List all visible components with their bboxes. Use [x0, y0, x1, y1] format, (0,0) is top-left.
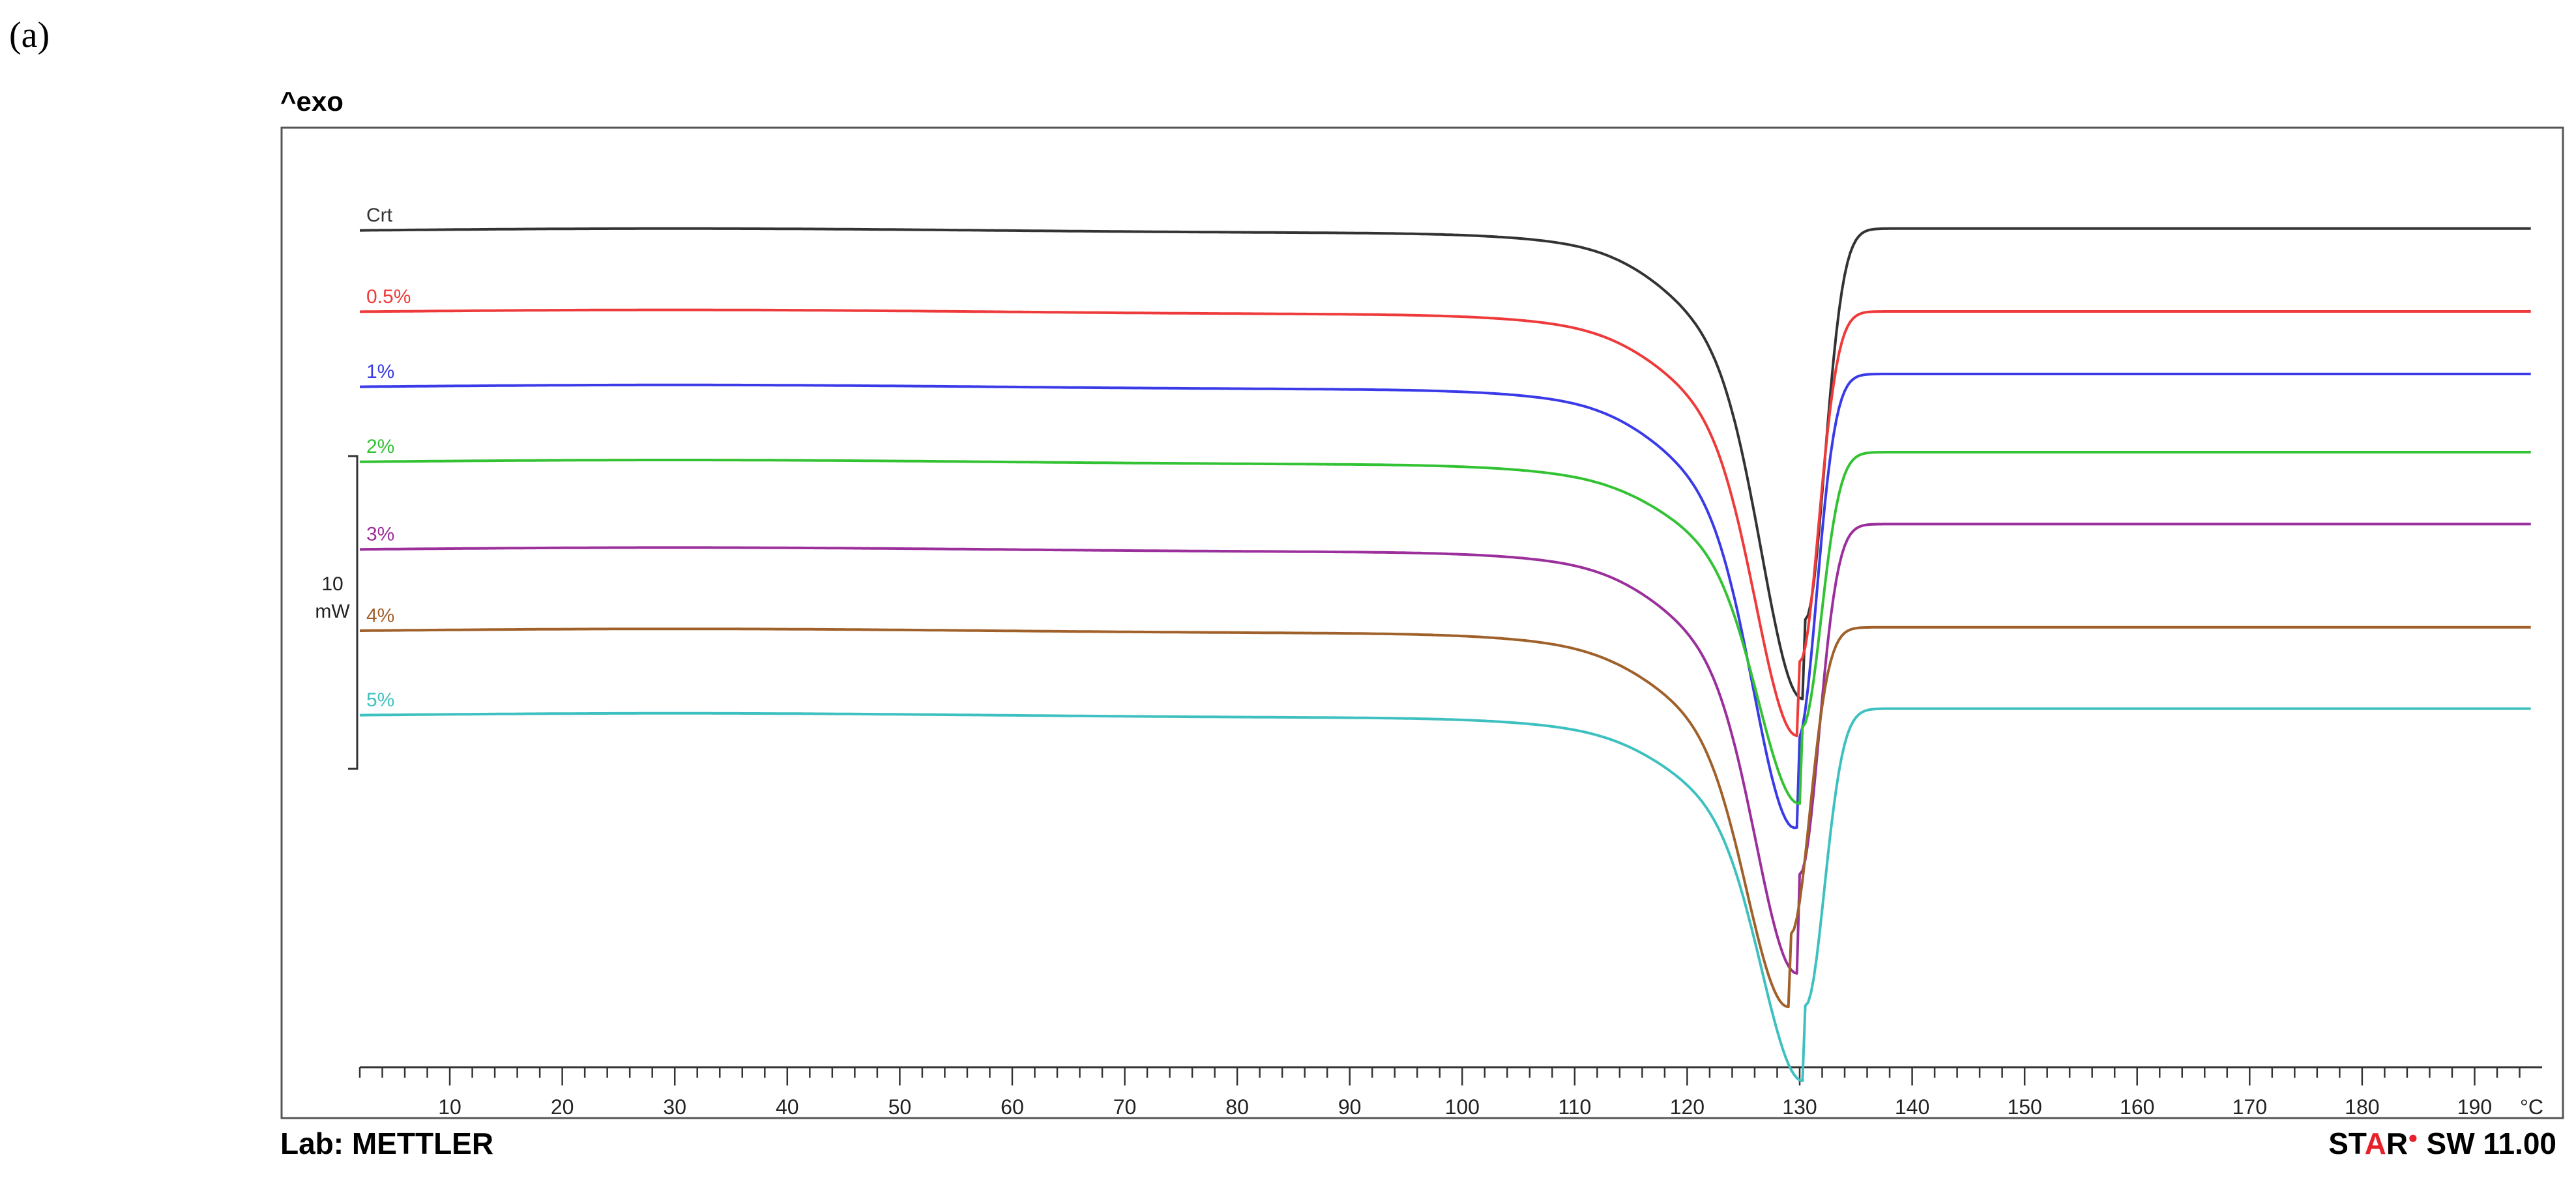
software-star-a: A [2364, 1127, 2386, 1160]
x-tick-label: 140 [1895, 1095, 1929, 1119]
y-axis-label: ^exo [280, 86, 344, 117]
x-tick-label: 190 [2457, 1095, 2492, 1119]
series-label-0: Crt [366, 205, 393, 226]
series-label-2: 1% [366, 361, 394, 382]
series-line-3 [360, 451, 2531, 805]
software-star-r: R [2386, 1127, 2408, 1160]
series-label-4: 3% [366, 524, 394, 545]
x-axis: 10 20 30 40 50 60 70 80 90 100 110 120 130 140 150 160 1… [359, 1066, 2543, 1119]
registered-mark-icon: ● [2408, 1127, 2418, 1147]
lab-label: Lab: METTLER [280, 1127, 494, 1160]
x-tick-label: 130 [1782, 1095, 1817, 1119]
software-star-st: ST [2328, 1127, 2365, 1160]
series-line-1 [360, 308, 2531, 738]
x-tick-label: 100 [1445, 1095, 1480, 1119]
scale-bar: 10 mW [315, 455, 359, 770]
series-line-2 [360, 373, 2531, 829]
x-tick-label: 180 [2345, 1095, 2379, 1119]
x-tick-label: 80 [1225, 1095, 1249, 1119]
x-tick-label: 170 [2232, 1095, 2267, 1119]
x-tick-label: 40 [776, 1095, 799, 1119]
x-tick-label: 30 [663, 1095, 686, 1119]
x-tick-label: 50 [888, 1095, 912, 1119]
series-label-5: 4% [366, 605, 394, 626]
software-label: STAR● SW 11.00 [2328, 1126, 2556, 1161]
scale-bar-unit: mW [315, 601, 350, 622]
series-label-3: 2% [366, 436, 394, 457]
x-tick-label: 60 [1001, 1095, 1024, 1119]
x-tick-label: 70 [1113, 1095, 1137, 1119]
x-tick-label: 10 [438, 1095, 461, 1119]
series-label-6: 5% [366, 689, 394, 711]
series-line-6 [360, 707, 2531, 1082]
series-lines [360, 227, 2531, 1082]
x-tick-label: 120 [1670, 1095, 1705, 1119]
series-line-4 [360, 523, 2531, 975]
scale-bar-value: 10 [321, 573, 343, 595]
x-tick-label: 110 [1558, 1095, 1591, 1119]
panel-label: (a) [9, 15, 50, 55]
x-unit-label: °C [2520, 1095, 2543, 1119]
series-label-1: 0.5% [366, 286, 411, 308]
scale-bar-line [348, 455, 359, 770]
x-tick-label: 90 [1338, 1095, 1362, 1119]
series-line-5 [360, 625, 2531, 1009]
x-tick-label: 20 [551, 1095, 574, 1119]
plot-frame [280, 126, 2564, 1119]
series-line-0 [360, 227, 2531, 700]
x-tick-label: 160 [2120, 1095, 2154, 1119]
software-version: SW 11.00 [2418, 1127, 2556, 1160]
series-labels: Crt 0.5% 1% 2% 3% 4% 5% [366, 205, 411, 711]
x-tick-label: 150 [2007, 1095, 2042, 1119]
